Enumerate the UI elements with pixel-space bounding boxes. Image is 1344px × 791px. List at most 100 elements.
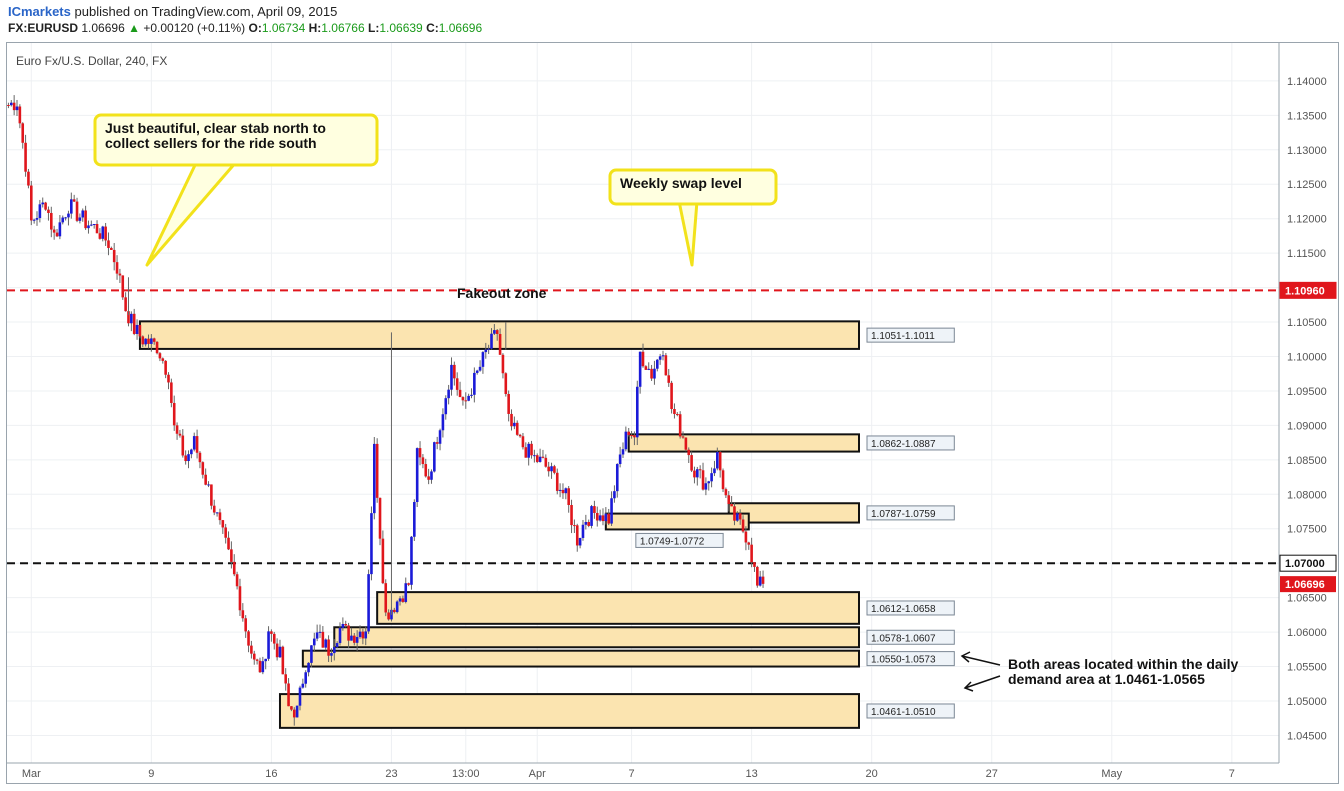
candle-up xyxy=(415,448,419,503)
symbol-label[interactable]: FX:EURUSD xyxy=(8,21,79,35)
candle-down xyxy=(544,457,548,467)
fakeout-zone-label: Fakeout zone xyxy=(457,285,547,301)
level-price-label: 1.07000 xyxy=(1285,558,1325,570)
candle-down xyxy=(455,378,459,390)
candle-down xyxy=(118,273,122,276)
candle-up xyxy=(324,639,328,648)
candle-up xyxy=(373,443,376,514)
candle-down xyxy=(464,400,468,402)
candle-up xyxy=(655,359,659,369)
candle-down xyxy=(352,635,356,643)
zone-label-box xyxy=(866,651,955,667)
candle-down xyxy=(72,199,76,202)
candle-down xyxy=(607,513,610,524)
y-tick-label: 1.08000 xyxy=(1287,489,1327,501)
candle-up xyxy=(581,524,585,538)
candle-up xyxy=(590,506,593,526)
price-chart[interactable]: 1.1051-1.10111.0862-1.08871.0787-1.07591… xyxy=(7,43,1338,783)
candle-up xyxy=(58,222,62,237)
y-tick-label: 1.10500 xyxy=(1287,317,1327,329)
candle-up xyxy=(312,638,316,646)
zone-label: 1.0612-1.0658 xyxy=(871,604,936,615)
candle-up xyxy=(438,430,442,444)
candle-down xyxy=(524,447,528,458)
candle-up xyxy=(470,394,473,396)
candle-down xyxy=(55,232,59,237)
chart-frame[interactable]: 1.1051-1.1011 1.0862-1.0887 1.0787-1.0759 1… xyxy=(6,42,1339,784)
candle-up xyxy=(335,643,339,648)
candle-up xyxy=(430,471,433,480)
candle-down xyxy=(553,466,556,473)
x-tick-label: 13:00 xyxy=(452,768,480,780)
candle-up xyxy=(481,352,485,367)
chart-header: ICmarkets published on TradingView.com, … xyxy=(0,0,1344,40)
candle-up xyxy=(710,473,713,482)
candle-up xyxy=(618,454,622,465)
candle-down xyxy=(750,544,753,563)
candle-down xyxy=(250,645,253,654)
y-tick-label: 1.06000 xyxy=(1287,627,1327,639)
low-label: L: xyxy=(368,21,380,35)
candle-down xyxy=(747,542,751,545)
candle-up xyxy=(130,313,133,324)
candle-down xyxy=(515,422,519,435)
candle-down xyxy=(693,470,696,478)
zone-label: 1.0787-1.0759 xyxy=(871,509,936,520)
candle-down xyxy=(504,373,508,395)
candle-down xyxy=(284,674,287,684)
candle-up xyxy=(736,513,739,521)
zone-box xyxy=(604,512,750,531)
callout-weekly-swap: Weekly swap level xyxy=(608,168,778,267)
candle-up xyxy=(624,431,628,450)
candle-down xyxy=(95,223,99,234)
zone-label: 1.0461-1.0510 xyxy=(871,707,936,718)
candle-up xyxy=(190,449,193,455)
candle-up xyxy=(38,204,42,219)
candle-down xyxy=(701,470,705,490)
candle-up xyxy=(81,210,85,218)
candle-down xyxy=(167,374,170,383)
candle-down xyxy=(27,171,30,186)
candle-up xyxy=(9,102,13,106)
candle-up xyxy=(267,631,270,659)
demand-arrowhead-upper xyxy=(960,651,971,663)
candle-up xyxy=(338,627,342,644)
y-tick-label: 1.09000 xyxy=(1287,420,1327,432)
candle-up xyxy=(261,661,265,673)
candle-up xyxy=(450,364,453,390)
candle-up xyxy=(310,645,313,663)
candle-down xyxy=(676,414,679,416)
zone-box xyxy=(301,649,861,668)
candle-up xyxy=(207,484,210,486)
candle-down xyxy=(18,106,22,124)
candle-down xyxy=(235,574,239,587)
candle-down xyxy=(152,338,156,342)
candle-up xyxy=(367,574,370,632)
candle-up xyxy=(653,368,656,379)
y-tick-label: 1.05500 xyxy=(1287,662,1327,674)
candle-down xyxy=(724,489,728,496)
candle-down xyxy=(521,436,525,448)
candle-down xyxy=(595,512,599,521)
candle-down xyxy=(690,455,693,471)
x-tick-label: 13 xyxy=(745,768,757,780)
candle-down xyxy=(44,202,47,210)
callout-text: Weekly swap level xyxy=(620,175,742,191)
candle-up xyxy=(550,466,553,472)
demand-note-text: demand area at 1.0461-1.0565 xyxy=(1008,671,1205,687)
candle-up xyxy=(364,631,368,639)
candle-up xyxy=(78,217,82,221)
candle-down xyxy=(164,360,167,375)
publisher-brand[interactable]: ICmarkets xyxy=(8,4,71,19)
candle-up xyxy=(61,217,65,223)
candle-down xyxy=(170,382,173,403)
candle-up xyxy=(558,489,562,491)
candle-up xyxy=(101,226,105,239)
candle-up xyxy=(304,672,308,684)
x-tick-label: 7 xyxy=(1229,768,1235,780)
candle-down xyxy=(212,505,216,513)
x-tick-label: 9 xyxy=(148,768,154,780)
candle-up xyxy=(87,225,90,229)
candle-down xyxy=(727,495,731,505)
current-price-label: 1.06696 xyxy=(1285,579,1325,591)
